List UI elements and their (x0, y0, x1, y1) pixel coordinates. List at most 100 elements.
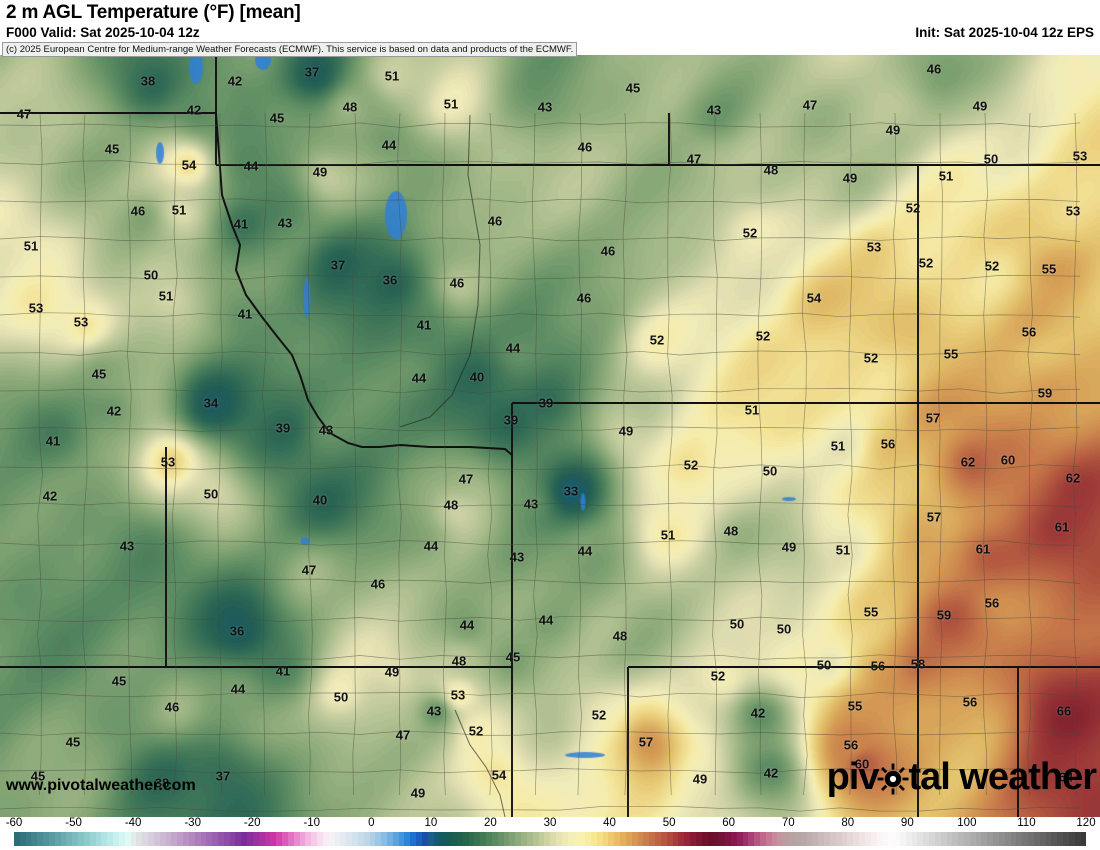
colorbar-swatch (148, 832, 154, 846)
temperature-label: 36 (382, 272, 398, 288)
temperature-label: 53 (450, 687, 466, 703)
colorbar-swatch (31, 832, 38, 846)
colorbar-swatch (940, 832, 947, 846)
temperature-label: 44 (243, 158, 259, 174)
colorbar-swatch (748, 832, 755, 846)
colorbar-swatch (567, 832, 574, 846)
temperature-label: 36 (229, 623, 245, 639)
temperature-label: 56 (984, 595, 1000, 611)
colorbar-tick: 90 (900, 817, 914, 829)
temperature-label: 43 (706, 102, 722, 118)
colorbar-swatch (556, 832, 562, 846)
temperature-label: 47 (301, 562, 317, 578)
temperature-label: 62 (1065, 470, 1081, 486)
colorbar-swatch (387, 832, 393, 846)
temperature-label: 49 (781, 539, 797, 555)
temperature-label: 51 (660, 527, 676, 543)
colorbar-tick-labels: -60 -50 -40 -30 -20 -10 0 10 20 30 40 50 60 70 80 90 100… (0, 817, 1100, 831)
temperature-label: 42 (106, 403, 122, 419)
temperature-label: 47 (395, 727, 411, 743)
temperature-label: 47 (16, 106, 32, 122)
colorbar-swatch (637, 832, 644, 846)
colorbar-swatch (352, 832, 358, 846)
temperature-label: 46 (130, 203, 146, 219)
temperature-label: 51 (171, 202, 187, 218)
colorbar-swatch (596, 832, 603, 846)
temperature-label: 57 (926, 509, 942, 525)
temperature-label: 47 (802, 97, 818, 113)
temperature-label: 51 (744, 402, 760, 418)
colorbar-swatch (468, 832, 475, 846)
colorbar-swatch (66, 832, 73, 846)
temperature-label: 34 (203, 395, 219, 411)
colorbar-swatch (981, 832, 988, 846)
colorbar-swatch (183, 832, 189, 846)
temperature-label: 40 (469, 369, 485, 385)
temperature-label: 46 (449, 275, 465, 291)
colorbar-swatch (445, 832, 452, 846)
colorbar-swatch (1039, 832, 1046, 846)
temperature-label: 44 (577, 543, 593, 559)
colorbar-swatch (777, 832, 784, 846)
temperature-label: 43 (119, 538, 135, 554)
temperature-label: 66 (1056, 703, 1072, 719)
colorbar-tick: -10 (303, 817, 321, 829)
colorbar-swatch (730, 832, 737, 846)
colorbar-swatch (381, 832, 387, 846)
colorbar-swatch (270, 832, 277, 846)
temperature-label: 50 (983, 151, 999, 167)
init-time-label: Init: Sat 2025-10-04 12z EPS (915, 25, 1094, 40)
temperature-label: 45 (104, 141, 120, 157)
colorbar-tick: 80 (841, 817, 855, 829)
temperature-label: 58 (910, 656, 926, 672)
temperature-label: 52 (742, 225, 758, 241)
colorbar-swatch (532, 832, 539, 846)
colorbar-swatch (229, 832, 236, 846)
colorbar-tick: 110 (1017, 817, 1036, 829)
temperature-label: 50 (333, 689, 349, 705)
valid-time-label: F000 Valid: Sat 2025-10-04 12z (6, 25, 200, 40)
temperature-label: 49 (692, 771, 708, 787)
temperature-label: 52 (591, 707, 607, 723)
colorbar-swatch (287, 832, 294, 846)
colorbar-swatch (841, 832, 848, 846)
colorbar-swatch (818, 832, 825, 846)
colorbar-swatch (1004, 832, 1011, 846)
colorbar-swatch (608, 832, 615, 846)
temperature-label: 49 (618, 423, 634, 439)
colorbar-swatch (54, 832, 61, 846)
colorbar-swatch (95, 832, 102, 846)
colorbar-swatch (666, 832, 673, 846)
temperature-label: 52 (863, 350, 879, 366)
temperature-map[interactable]: 38 42 37 51 43 51 45 43 47 46 49 47 42 45 48 45 54 44 49 44… (0, 55, 1100, 817)
colorbar-swatch (410, 832, 417, 846)
temperature-label: 51 (835, 542, 851, 558)
colorbar-swatch (334, 832, 341, 846)
colorbar-swatch (14, 832, 20, 846)
colorbar-swatch (439, 832, 446, 846)
temperature-label: 49 (972, 98, 988, 114)
watermark-text-pre: piv (826, 756, 880, 798)
temperature-label: 39 (538, 395, 554, 411)
temperature-label: 48 (612, 628, 628, 644)
colorbar-swatch (357, 832, 364, 846)
colorbar-swatch (829, 832, 836, 846)
colorbar-swatch (1010, 832, 1017, 846)
temperature-label: 44 (230, 681, 246, 697)
colorbar-swatch (515, 832, 522, 846)
colorbar[interactable]: -60 -50 -40 -30 -20 -10 0 10 20 30 40 50 60 70 80 90 100… (0, 817, 1100, 850)
colorbar-swatch (742, 832, 749, 846)
temperature-label: 47 (458, 471, 474, 487)
site-url: www.pivotalweather.com (6, 777, 196, 794)
colorbar-swatch (754, 832, 760, 846)
colorbar-swatch (690, 832, 696, 846)
temperature-label: 55 (847, 698, 863, 714)
temperature-label: 37 (215, 768, 231, 784)
colorbar-swatch (847, 832, 854, 846)
colorbar-swatch (736, 832, 743, 846)
colorbar-swatch (159, 832, 166, 846)
temperature-label: 57 (925, 410, 941, 426)
temperature-label: 52 (468, 723, 484, 739)
colorbar-tick: 60 (722, 817, 736, 829)
